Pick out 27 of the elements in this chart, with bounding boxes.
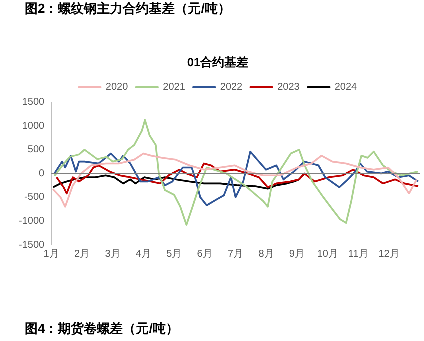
x-tick-label: 2月 (74, 248, 90, 260)
x-tick-label: 5月 (166, 248, 182, 260)
legend-label: 2023 (278, 82, 300, 94)
y-tick-label: -1500 (19, 240, 46, 251)
x-tick-label: 6月 (197, 248, 213, 260)
y-tick-label: -1000 (19, 216, 46, 227)
y-tick-label: 500 (28, 144, 46, 156)
chart-title: 图2：螺纹钢主力合约基差（元/吨） (25, 0, 231, 18)
x-tick-label: 8月 (258, 248, 274, 260)
y-tick-label: 0 (39, 168, 46, 180)
x-tick-label: 3月 (105, 248, 121, 260)
x-tick-label: 4月 (136, 248, 152, 260)
x-tick-label: 12月 (378, 248, 400, 260)
caption: 图4：期货卷螺差（元/吨） (25, 320, 179, 338)
x-tick-label: 9月 (289, 248, 305, 260)
y-tick-label: 1000 (22, 120, 46, 132)
y-tick-label: -500 (24, 192, 46, 204)
y-tick-label: 1500 (22, 97, 46, 108)
chart-subtitle: 01合约基差 (187, 56, 249, 70)
x-tick-label: 1月 (44, 248, 60, 260)
legend-label: 2021 (163, 82, 186, 94)
legend-label: 2020 (106, 82, 129, 94)
x-tick-label: 11月 (348, 248, 369, 260)
x-tick-label: 10月 (317, 248, 338, 260)
legend-label: 2022 (220, 82, 244, 94)
legend-label: 2024 (334, 82, 358, 94)
x-tick-label: 7月 (228, 248, 244, 260)
